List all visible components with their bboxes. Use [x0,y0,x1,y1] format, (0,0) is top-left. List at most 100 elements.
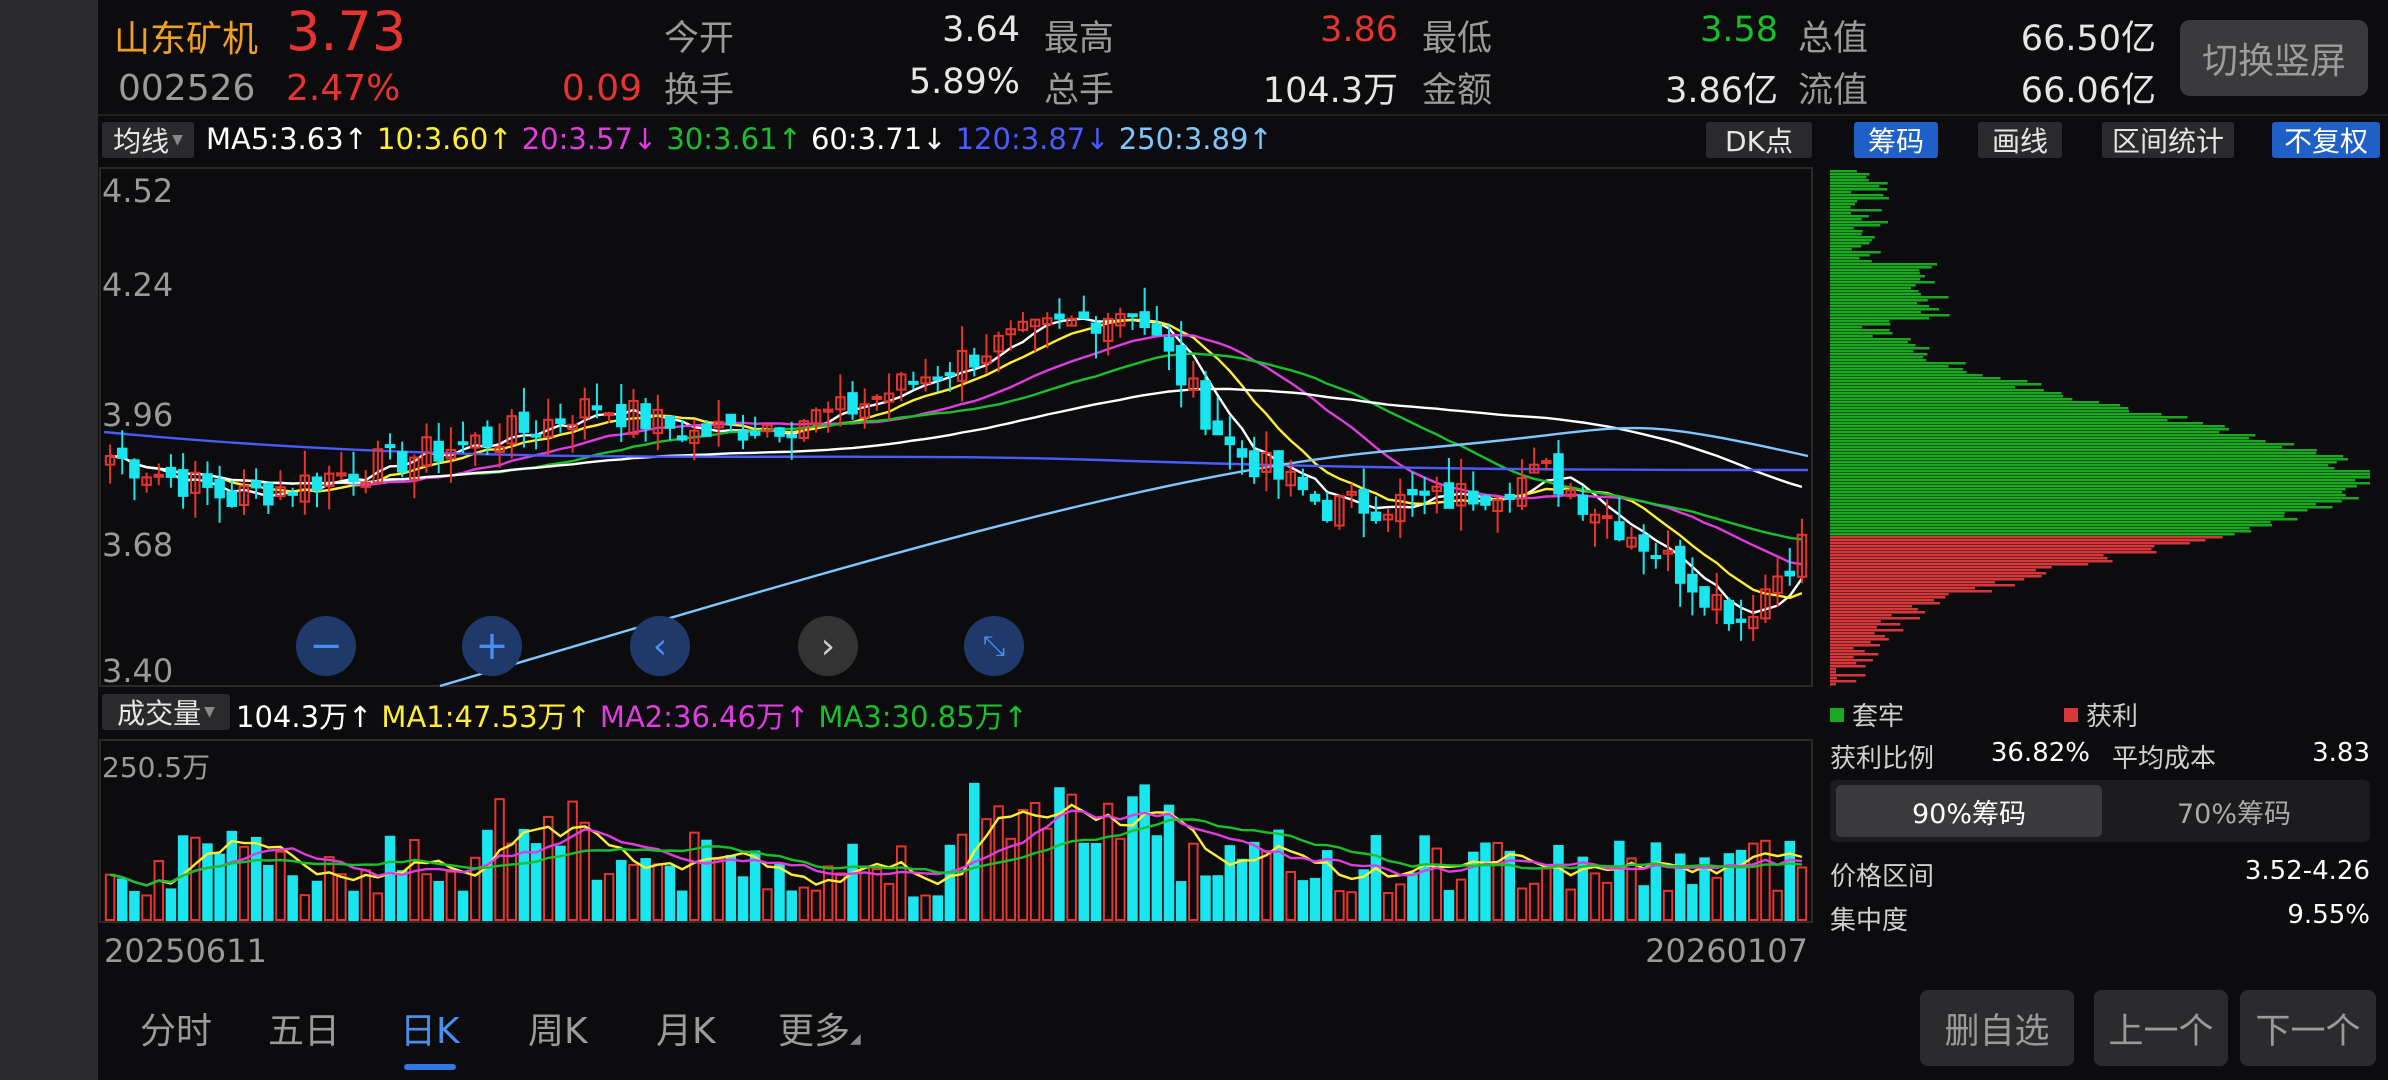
volume-bar [445,870,457,921]
candle-body [421,436,432,467]
volume-bar [469,856,481,921]
chip-bar [1830,452,2317,455]
volume-bar [555,845,566,922]
tab-draw[interactable]: 画线 [1978,122,2062,158]
vol-ma1: MA1:47.53万↑ [381,700,591,734]
candle-body [372,448,384,484]
chip-bar [1830,536,2223,539]
tab-more[interactable]: 更多◢ [778,1002,861,1054]
seg-70-chips[interactable]: 70%筹码 [2176,798,2291,830]
float-label: 流值 [1798,71,1869,111]
chip-bar [1830,293,1921,296]
volume-bar [1370,835,1382,921]
dk-button[interactable]: DK点 [1706,122,1812,158]
candle-body [1224,436,1236,446]
tab-monthly-k[interactable]: 月K [656,1011,716,1052]
candle-body [445,448,457,460]
ma-line [110,317,1803,615]
volume-bar [652,863,664,922]
candle-body [810,409,822,426]
volume-bar [348,890,359,921]
candle-body [993,334,1004,353]
chip-bar [1830,176,1867,179]
tab-chips[interactable]: 筹码 [1854,122,1938,158]
candle-body [737,430,749,441]
zoom-in-icon[interactable]: + [462,616,522,676]
volume-bar [1419,835,1430,921]
switch-portrait-button[interactable]: 切换竖屏 [2180,20,2368,96]
chip-bar [1830,620,1881,623]
chip-bar [1830,290,1919,293]
volume-bar [116,878,128,921]
candle-body [323,472,335,488]
turnover-label: 换手 [664,71,735,111]
candle-body [956,349,968,382]
legend-profit-label: 获利 [2086,702,2139,732]
candle-body [1565,489,1576,498]
candle-body [1309,493,1321,502]
tab-intraday[interactable]: 分时 [140,1011,213,1052]
candle-body [1553,453,1564,495]
prev-stock-button[interactable]: 上一个 [2094,990,2228,1066]
chip-bar [1830,521,2271,524]
chip-bar [1830,644,1880,647]
chip-bar [1830,173,1870,176]
collapse-icon[interactable]: ⤡ [964,616,1024,676]
tab-no-adjust[interactable]: 不复权 [2272,122,2380,158]
volume-bar [1480,842,1491,921]
scroll-left-icon[interactable]: ‹ [630,616,690,676]
volume-bar [1431,847,1443,921]
kline-frame [99,167,1813,687]
remove-watchlist-button[interactable]: 删自选 [1920,990,2074,1066]
candle-body [311,476,323,492]
candle-body [263,482,274,506]
candle-body [469,434,481,449]
chip-bar [1830,443,2295,446]
seg-90-chips[interactable]: 90%筹码 [1836,785,2102,837]
zoom-out-icon[interactable]: − [296,616,356,676]
candle-body [1042,317,1053,325]
candle-body [1760,588,1771,620]
chip-bar [1830,506,2333,509]
candle-body [214,478,225,499]
volume-bar [1248,841,1260,921]
candle-body [1468,490,1479,505]
volume-bar [250,836,262,922]
chip-bar [1830,551,2157,554]
chip-bar [1830,254,1870,257]
volume-bar [1468,851,1479,922]
candle-body [1261,451,1272,473]
chip-bar [1830,338,1911,341]
price-tick-2: 4.24 [102,266,174,304]
next-stock-button[interactable]: 下一个 [2240,990,2376,1066]
chip-bar [1830,449,2317,452]
chip-bar [1830,326,1862,329]
chip-bar [1830,479,2356,482]
tab-weekly-k[interactable]: 周K [528,1011,588,1052]
scroll-right-icon[interactable]: › [798,616,858,676]
chip-bar [1830,626,1877,629]
chip-bar [1830,674,1866,677]
open-label: 今开 [664,19,735,59]
chip-bar [1830,647,1854,650]
volume-selector[interactable]: 成交量 ▼ [102,694,230,730]
tab-daily-k[interactable]: 日K [400,1011,460,1052]
chip-bar [1830,221,1889,224]
ma-selector[interactable]: 均线 ▼ [102,122,194,158]
chip-bar [1830,572,2047,575]
tab-five-day[interactable]: 五日 [268,1011,341,1052]
volume-bar [482,829,493,922]
chip-bar [1830,575,2042,578]
tab-interval-stats[interactable]: 区间统计 [2102,122,2234,158]
chip-bar [1830,500,2342,503]
profit-ratio-value: 36.82% [1990,738,2090,768]
chip-bar [1830,446,2282,449]
chip-bar [1830,362,1966,365]
volume-bar [1711,876,1722,921]
chip-bar [1830,422,2203,425]
candle-body [652,408,664,435]
chip-bar [1830,392,2062,395]
ma10-value: 10:3.60↑ [377,122,513,156]
chip-bar [1830,371,1967,374]
